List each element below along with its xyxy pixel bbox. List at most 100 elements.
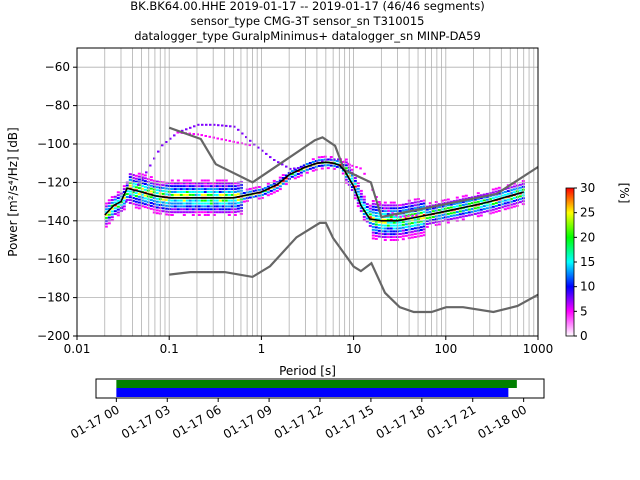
density-cell bbox=[374, 220, 378, 223]
density-cell bbox=[335, 165, 339, 168]
x-axis-ticks: 0.01 0.1 1 10 100 1000 bbox=[64, 336, 553, 356]
density-cell bbox=[476, 209, 480, 212]
y-tick-label: −140 bbox=[37, 214, 70, 228]
density-cell bbox=[383, 239, 387, 241]
density-cell bbox=[404, 234, 408, 237]
density-cell bbox=[344, 158, 348, 161]
density-cell bbox=[134, 177, 138, 180]
density-cell bbox=[383, 213, 387, 216]
density-cell bbox=[410, 233, 414, 236]
density-cell bbox=[182, 188, 186, 191]
density-cell bbox=[224, 205, 228, 208]
density-cell bbox=[137, 204, 141, 207]
density-cell bbox=[224, 179, 228, 182]
density-cell bbox=[389, 204, 393, 207]
density-cell bbox=[503, 208, 507, 211]
density-cell bbox=[221, 205, 225, 208]
density-cell bbox=[140, 173, 144, 176]
outlier-cell bbox=[363, 172, 366, 175]
low-noise-model-line bbox=[169, 221, 539, 314]
density-cell bbox=[377, 226, 381, 229]
density-cell bbox=[401, 209, 405, 212]
density-cell bbox=[212, 202, 216, 205]
density-cell bbox=[215, 193, 219, 196]
outlier-cell bbox=[269, 156, 272, 159]
outlier-cell bbox=[129, 195, 132, 198]
density-cell bbox=[326, 167, 330, 170]
density-cell bbox=[233, 185, 237, 188]
density-cell bbox=[128, 173, 132, 176]
density-cell bbox=[251, 195, 255, 198]
density-cell bbox=[413, 212, 417, 215]
density-cell bbox=[482, 205, 486, 208]
density-cell bbox=[107, 207, 111, 210]
density-cell bbox=[431, 207, 435, 210]
density-cell bbox=[386, 207, 390, 210]
density-cell bbox=[485, 207, 489, 210]
density-cell bbox=[149, 190, 153, 193]
density-cell bbox=[488, 198, 492, 200]
density-cell bbox=[494, 207, 498, 210]
density-cell bbox=[380, 236, 384, 238]
density-cell bbox=[374, 203, 378, 206]
density-cell bbox=[218, 182, 222, 185]
density-cell bbox=[257, 197, 261, 200]
density-cell bbox=[422, 222, 426, 225]
density-cell bbox=[320, 164, 324, 167]
density-cell bbox=[176, 185, 180, 188]
timeline-tick-label: 01-17 21 bbox=[425, 402, 479, 441]
density-cell bbox=[491, 205, 495, 208]
density-cell bbox=[434, 224, 438, 226]
density-cell bbox=[362, 207, 366, 210]
density-cell bbox=[266, 182, 270, 185]
density-cell bbox=[107, 213, 111, 216]
outlier-cell bbox=[289, 167, 292, 170]
density-cell bbox=[203, 208, 207, 211]
density-cell bbox=[419, 206, 423, 208]
density-cell bbox=[467, 214, 471, 217]
density-cell bbox=[401, 220, 405, 223]
density-cell bbox=[170, 211, 174, 214]
outlier-cell bbox=[204, 135, 207, 137]
density-cell bbox=[359, 192, 363, 195]
density-cell bbox=[272, 188, 276, 191]
density-cell bbox=[299, 174, 303, 177]
density-cell bbox=[236, 193, 240, 196]
density-cell bbox=[131, 176, 135, 179]
density-cell bbox=[149, 181, 153, 184]
density-cell bbox=[152, 205, 156, 208]
density-cell bbox=[506, 192, 510, 195]
density-cell bbox=[218, 208, 222, 211]
density-cell bbox=[152, 188, 156, 191]
density-cell bbox=[404, 226, 408, 229]
density-cell bbox=[356, 184, 360, 187]
density-cell bbox=[374, 237, 378, 240]
density-cell bbox=[209, 202, 213, 205]
density-cell bbox=[200, 208, 204, 211]
density-cell bbox=[518, 183, 522, 186]
density-cell bbox=[470, 199, 474, 202]
density-cell bbox=[503, 202, 507, 205]
density-cell bbox=[152, 208, 156, 211]
density-cell bbox=[356, 202, 360, 205]
density-cell bbox=[305, 171, 309, 174]
density-cell bbox=[173, 211, 177, 214]
density-cell bbox=[476, 192, 480, 195]
density-cell bbox=[227, 191, 231, 193]
density-cell bbox=[491, 188, 495, 191]
density-cell bbox=[446, 201, 450, 204]
density-cell bbox=[320, 158, 324, 161]
density-cell bbox=[233, 182, 237, 185]
density-cell bbox=[377, 229, 381, 232]
density-cell bbox=[281, 174, 285, 177]
density-cell bbox=[455, 216, 459, 219]
density-cell bbox=[188, 208, 192, 211]
density-cell bbox=[128, 199, 132, 202]
density-cell bbox=[410, 207, 414, 210]
density-cell bbox=[350, 168, 354, 171]
density-cell bbox=[350, 177, 354, 180]
density-cell bbox=[437, 214, 441, 217]
density-cell bbox=[401, 226, 405, 229]
density-cell bbox=[152, 197, 156, 200]
